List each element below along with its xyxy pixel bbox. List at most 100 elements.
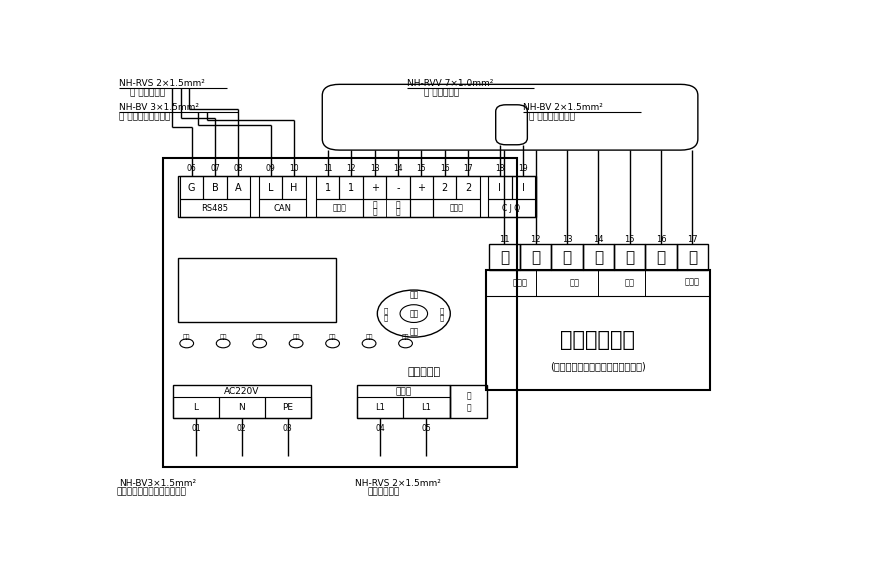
Text: 12: 12 <box>530 235 541 244</box>
Text: +: + <box>417 183 425 193</box>
Text: 余压控制器: 余压控制器 <box>408 367 440 377</box>
Text: AC220V: AC220V <box>224 387 259 396</box>
Text: CAN: CAN <box>274 204 291 213</box>
Text: 确定: 确定 <box>409 309 418 318</box>
Bar <box>520 244 551 270</box>
Text: 开信号: 开信号 <box>685 278 700 287</box>
Bar <box>488 176 511 200</box>
Text: 2: 2 <box>465 183 472 193</box>
Bar <box>218 398 265 418</box>
Text: 14: 14 <box>393 164 403 173</box>
Text: PE: PE <box>282 403 293 412</box>
Text: 至 余压监控器: 至 余压监控器 <box>131 88 165 97</box>
Bar <box>363 200 409 217</box>
Bar <box>316 200 363 217</box>
Bar <box>511 176 535 200</box>
Text: 15: 15 <box>624 235 635 244</box>
Text: +: + <box>370 183 378 193</box>
Text: 01: 01 <box>191 424 201 433</box>
Text: RS485: RS485 <box>202 204 228 213</box>
Bar <box>433 176 456 200</box>
Bar <box>259 176 282 200</box>
Bar <box>449 385 488 418</box>
Text: 抑: 抑 <box>384 307 387 314</box>
Text: 1: 1 <box>325 183 331 193</box>
Text: 反馈: 反馈 <box>219 334 227 340</box>
Text: 2: 2 <box>441 183 448 193</box>
Text: 16: 16 <box>440 164 449 173</box>
Bar <box>316 176 339 200</box>
Text: 闭: 闭 <box>372 207 377 216</box>
Text: N: N <box>238 403 245 412</box>
Bar <box>646 244 677 270</box>
Bar <box>259 200 305 217</box>
Text: 关: 关 <box>372 201 377 209</box>
Text: 17: 17 <box>687 235 698 244</box>
Text: 联动: 联动 <box>365 334 373 340</box>
Bar <box>179 200 250 217</box>
Bar <box>486 270 710 390</box>
Text: 通: 通 <box>466 392 471 401</box>
Text: 12: 12 <box>346 164 356 173</box>
Text: 04: 04 <box>375 424 385 433</box>
Text: 开: 开 <box>396 201 400 209</box>
Text: I: I <box>498 183 501 193</box>
Text: 19: 19 <box>519 164 528 173</box>
Text: 至余压探测器: 至余压探测器 <box>368 488 400 497</box>
Text: (消防应急疏散电动泄压风阀执行器): (消防应急疏散电动泄压风阀执行器) <box>550 361 646 371</box>
Text: NH-BV 2×1.5mm²: NH-BV 2×1.5mm² <box>522 103 602 112</box>
Text: A: A <box>235 183 242 193</box>
Bar <box>357 398 403 418</box>
Text: L1: L1 <box>375 403 385 412</box>
Bar <box>173 385 311 418</box>
Text: 启: 启 <box>396 207 400 216</box>
Bar <box>363 176 386 200</box>
Text: 黄: 黄 <box>500 250 509 265</box>
Text: 15: 15 <box>416 164 426 173</box>
Text: 取自加压风机控制箱内电源。: 取自加压风机控制箱内电源。 <box>116 488 186 497</box>
Bar <box>583 244 614 270</box>
Text: 17: 17 <box>464 164 473 173</box>
Text: 开启: 开启 <box>625 279 635 287</box>
Text: 红: 红 <box>594 250 603 265</box>
Text: 02: 02 <box>237 424 247 433</box>
Bar <box>488 200 535 217</box>
Bar <box>265 398 311 418</box>
Text: 白: 白 <box>688 250 697 265</box>
Bar <box>163 158 517 467</box>
Text: 下翻: 下翻 <box>409 328 418 336</box>
Text: H: H <box>290 183 297 193</box>
Bar <box>179 176 203 200</box>
Text: I: I <box>522 183 525 193</box>
Text: 信: 信 <box>466 403 471 413</box>
Text: 03: 03 <box>282 424 292 433</box>
Text: 关闭: 关闭 <box>570 279 580 287</box>
Text: 白: 白 <box>656 250 666 265</box>
Text: 兰: 兰 <box>625 250 634 265</box>
Bar <box>339 176 363 200</box>
Bar <box>409 200 433 217</box>
Text: 黑: 黑 <box>562 250 572 265</box>
Text: B: B <box>211 183 218 193</box>
Text: 07: 07 <box>210 164 220 173</box>
Bar <box>456 176 480 200</box>
Bar <box>551 244 583 270</box>
Text: 11: 11 <box>323 164 332 173</box>
Bar <box>357 385 449 418</box>
Text: 至 风机状态采集器: 至 风机状态采集器 <box>529 113 575 121</box>
Text: 13: 13 <box>369 164 379 173</box>
Text: 09: 09 <box>266 164 275 173</box>
Text: 上翻: 上翻 <box>409 291 418 299</box>
Text: 18: 18 <box>496 164 504 173</box>
Text: 13: 13 <box>562 235 573 244</box>
Text: 回: 回 <box>440 314 444 321</box>
Text: 至 火灾报警数据上传: 至 火灾报警数据上传 <box>119 113 170 121</box>
Text: 关信号: 关信号 <box>512 279 527 287</box>
Text: G: G <box>187 183 195 193</box>
Text: NH-BV 3×1.5mm²: NH-BV 3×1.5mm² <box>119 103 199 112</box>
Text: 自动: 自动 <box>292 334 300 340</box>
Bar <box>488 244 520 270</box>
Bar <box>178 176 536 217</box>
Text: 10: 10 <box>289 164 299 173</box>
Text: NH-BV3×1.5mm²: NH-BV3×1.5mm² <box>119 479 196 488</box>
